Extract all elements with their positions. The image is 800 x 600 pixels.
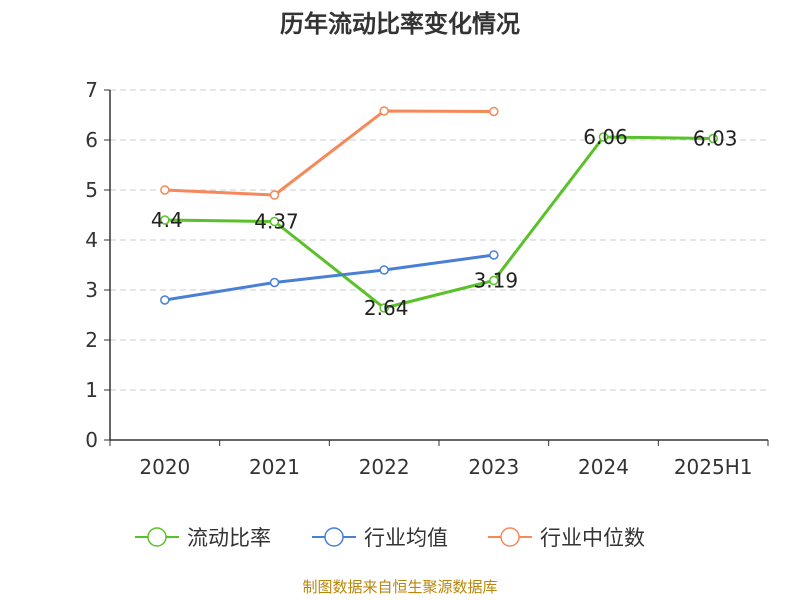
x-tick-label: 2022 (359, 455, 410, 479)
y-tick-label: 0 (85, 428, 98, 452)
data-label: 2.64 (364, 296, 409, 320)
series-line (164, 253, 495, 302)
data-label: 4.37 (254, 210, 299, 234)
data-point (379, 303, 389, 313)
data-point (489, 250, 499, 260)
data-point (160, 295, 170, 305)
x-tick-label: 2025H1 (674, 455, 753, 479)
legend-label: 行业中位数 (540, 526, 645, 550)
x-tick-label: 2021 (249, 455, 300, 479)
y-tick-label: 5 (85, 178, 98, 202)
y-tick-label: 2 (85, 328, 98, 352)
y-tick-label: 3 (85, 278, 98, 302)
legend-label: 行业均值 (364, 526, 448, 550)
data-point (269, 277, 280, 288)
legend: 流动比率 行业均值 行业中位数 (135, 526, 645, 550)
y-tick-label: 1 (85, 378, 98, 402)
data-point (598, 132, 609, 142)
y-tick-label: 4 (85, 228, 98, 252)
data-label: 3.19 (474, 269, 519, 293)
data-point (489, 106, 499, 117)
series-line (164, 135, 714, 310)
data-point (160, 215, 170, 225)
x-tick-label: 2020 (139, 455, 190, 479)
legend-label: 流动比率 (187, 526, 271, 550)
data-point (379, 265, 389, 275)
chart-title: 历年流动比率变化情况 (280, 10, 520, 38)
data-label: 4.4 (151, 208, 183, 232)
y-tick-label: 6 (85, 128, 98, 152)
legend-marker (500, 527, 520, 547)
axes: 0 1 2 3 4 5 6 7 2020 2021 2022 2023 2024 2025H1 (85, 78, 769, 479)
data-label: 6.06 (583, 125, 628, 149)
x-tick-label: 2024 (578, 455, 629, 479)
data-point (160, 185, 170, 195)
data-point (708, 133, 718, 144)
legend-marker (324, 527, 344, 547)
x-tick-label: 2023 (468, 455, 519, 479)
series-line (164, 109, 494, 197)
data-label: 6.03 (693, 127, 738, 151)
source-note: 制图数据来自恒生聚源数据库 (302, 578, 498, 596)
data-point (269, 216, 280, 227)
data-point (379, 106, 389, 116)
y-tick-label: 7 (85, 78, 98, 102)
data-point (489, 275, 499, 286)
grid-lines (110, 89, 768, 391)
series-group: 4.4 4.37 2.64 3.19 6.06 6.03 (151, 106, 738, 320)
legend-marker (147, 527, 167, 547)
data-point (269, 190, 280, 200)
